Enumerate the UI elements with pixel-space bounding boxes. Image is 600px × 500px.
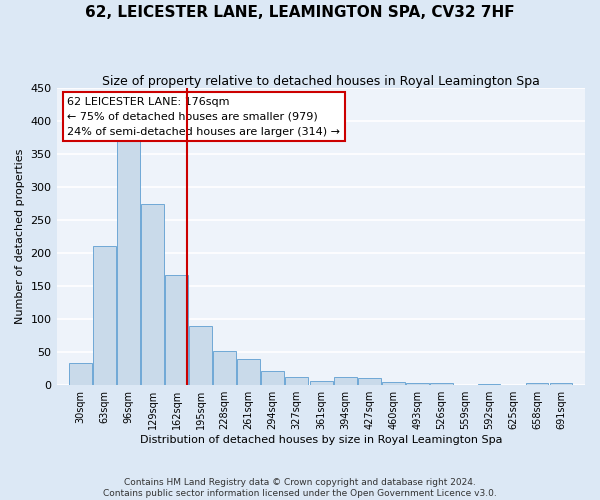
Bar — [285, 378, 308, 385]
Bar — [550, 383, 572, 385]
Bar — [237, 360, 260, 385]
Bar — [334, 378, 356, 385]
Text: Contains HM Land Registry data © Crown copyright and database right 2024.
Contai: Contains HM Land Registry data © Crown c… — [103, 478, 497, 498]
Bar — [261, 370, 284, 385]
Bar — [93, 246, 116, 385]
Bar — [69, 364, 92, 385]
Bar — [526, 383, 548, 385]
X-axis label: Distribution of detached houses by size in Royal Leamington Spa: Distribution of detached houses by size … — [140, 435, 502, 445]
Bar — [382, 382, 404, 385]
Text: 62 LEICESTER LANE: 176sqm
← 75% of detached houses are smaller (979)
24% of semi: 62 LEICESTER LANE: 176sqm ← 75% of detac… — [67, 97, 340, 136]
Y-axis label: Number of detached properties: Number of detached properties — [15, 149, 25, 324]
Bar — [430, 383, 452, 385]
Bar — [141, 204, 164, 385]
Bar — [165, 275, 188, 385]
Title: Size of property relative to detached houses in Royal Leamington Spa: Size of property relative to detached ho… — [102, 75, 540, 88]
Bar — [406, 382, 428, 385]
Bar — [358, 378, 380, 385]
Bar — [478, 384, 500, 385]
Bar — [189, 326, 212, 385]
Bar — [310, 380, 332, 385]
Bar — [213, 351, 236, 385]
Text: 62, LEICESTER LANE, LEAMINGTON SPA, CV32 7HF: 62, LEICESTER LANE, LEAMINGTON SPA, CV32… — [85, 5, 515, 20]
Bar — [117, 135, 140, 385]
